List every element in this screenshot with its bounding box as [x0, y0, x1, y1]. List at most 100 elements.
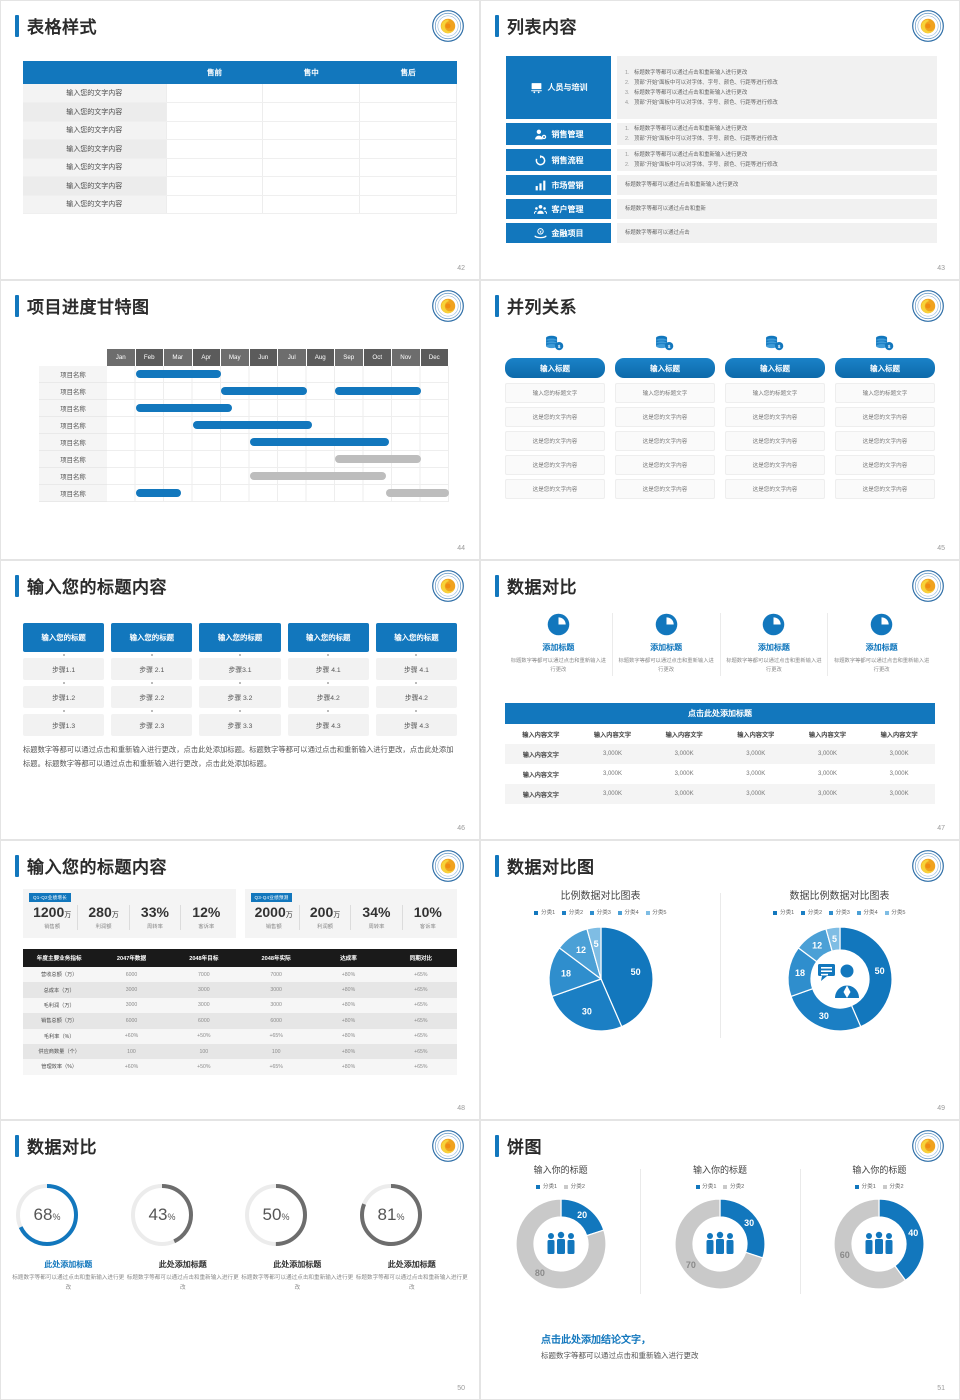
- table-row[interactable]: 管理效率（%） +60% +50% +65% +80% +65%: [23, 1059, 457, 1075]
- step-box[interactable]: 步骤 2.3: [111, 714, 193, 736]
- slide-48[interactable]: 输入您的标题内容 Q1-Q2业绩增长 1200万 销售额 280万 利润额 33…: [0, 840, 480, 1120]
- progress-ring[interactable]: 50%: [240, 1179, 312, 1251]
- column-cell[interactable]: 输入您的标题文字: [615, 383, 715, 403]
- column-cell[interactable]: 输入您的标题文字: [835, 383, 935, 403]
- step-box[interactable]: 步骤3.1: [199, 658, 281, 680]
- category-4[interactable]: 客户管理: [506, 199, 611, 219]
- category-3[interactable]: 市场营销: [506, 175, 611, 195]
- slide-50[interactable]: 数据对比 68% 此处添加标题 标题数字等都可以通过点击和重新输入进行更改 43…: [0, 1120, 480, 1400]
- table-row[interactable]: 总成本（万） 3000 3000 3000 +80% +65%: [23, 982, 457, 998]
- step-box[interactable]: 步骤 4.3: [287, 714, 369, 736]
- step-box[interactable]: 步骤4.2: [287, 686, 369, 708]
- column-cell[interactable]: 这是您的文字内容: [835, 455, 935, 475]
- pie-slice[interactable]: [878, 1198, 925, 1282]
- column-cell[interactable]: 这是您的文字内容: [505, 455, 605, 475]
- category-0[interactable]: 人员与培训: [506, 56, 611, 119]
- table-row[interactable]: 输入您的文字内容: [23, 102, 457, 122]
- gantt-bar[interactable]: [135, 489, 182, 497]
- progress-ring[interactable]: 81%: [355, 1179, 427, 1251]
- column-cell[interactable]: 这是您的文字内容: [835, 431, 935, 451]
- pie-slice[interactable]: [585, 926, 602, 980]
- table-row[interactable]: 输入内容文字 3,000K 3,000K 3,000K 3,000K 3,000K: [505, 744, 935, 764]
- pie-slice[interactable]: [838, 926, 893, 1028]
- table-row[interactable]: 供应商数量（个） 100 100 100 +80% +65%: [23, 1043, 457, 1060]
- step-column-title[interactable]: 输入您的标题: [375, 623, 458, 652]
- slide-45[interactable]: 并列关系 $ 输入标题 输入您的标题文字 这是您的文字内容 这是您的文字内容 这是您的…: [480, 280, 960, 560]
- table-row[interactable]: 销售总额（万） 6000 6000 6000 +80% +65%: [23, 1013, 457, 1029]
- pie-slice[interactable]: [547, 947, 602, 998]
- column-cell[interactable]: 这是您的文字内容: [725, 407, 825, 427]
- table-row[interactable]: 输入您的文字内容: [23, 139, 457, 159]
- pie-slice[interactable]: [824, 926, 841, 952]
- pie-slice[interactable]: [550, 978, 623, 1032]
- table-row[interactable]: 输入内容文字 3,000K 3,000K 3,000K 3,000K 3,000K: [505, 784, 935, 804]
- progress-ring[interactable]: 68%: [11, 1179, 83, 1251]
- slide-49[interactable]: 数据对比图 比例数据对比图表 分类1 分类2 分类3 分类4 分类5 50 30 18 12 5…: [480, 840, 960, 1120]
- gantt-bar[interactable]: [135, 404, 233, 412]
- column-title[interactable]: 输入标题: [835, 358, 935, 378]
- gantt-bar[interactable]: [135, 370, 221, 378]
- progress-ring[interactable]: 43%: [126, 1179, 198, 1251]
- step-box[interactable]: 步骤 4.1: [287, 658, 369, 680]
- pie-slice[interactable]: [833, 1198, 907, 1290]
- stat-card-2[interactable]: 添加标题 标题数字等都可以通过点击和重新输入进行更改: [721, 613, 829, 676]
- pie-slice[interactable]: [674, 1198, 764, 1290]
- table-row[interactable]: 营收总额（万） 6000 7000 7000 +80% +65%: [23, 967, 457, 983]
- step-box[interactable]: 步骤1.1: [23, 658, 105, 680]
- step-column-title[interactable]: 输入您的标题: [199, 623, 281, 652]
- step-box[interactable]: 步骤1.2: [23, 686, 105, 708]
- gantt-bar[interactable]: [221, 387, 307, 395]
- column-cell[interactable]: 这是您的文字内容: [615, 479, 715, 499]
- table-row[interactable]: 毛利润（万） 3000 3000 3000 +80% +65%: [23, 997, 457, 1014]
- stat-card-3[interactable]: 添加标题 标题数字等都可以通过点击和重新输入进行更改: [828, 613, 935, 676]
- gantt-bar[interactable]: [386, 489, 449, 497]
- step-column-title[interactable]: 输入您的标题: [23, 623, 105, 652]
- pie-chart[interactable]: 50 30 18 12 5: [542, 920, 660, 1038]
- table-row[interactable]: 输入您的文字内容: [23, 176, 457, 196]
- step-box[interactable]: 步骤 4.3: [375, 714, 458, 736]
- column-cell[interactable]: 这是您的文字内容: [835, 479, 935, 499]
- column-cell[interactable]: 这是您的文字内容: [615, 455, 715, 475]
- column-cell[interactable]: 这是您的文字内容: [505, 479, 605, 499]
- column-cell[interactable]: 输入您的标题文字: [505, 383, 605, 403]
- column-cell[interactable]: 这是您的文字内容: [505, 431, 605, 451]
- column-cell[interactable]: 这是您的文字内容: [725, 455, 825, 475]
- column-cell[interactable]: 输入您的标题文字: [725, 383, 825, 403]
- category-2[interactable]: 销售流程: [506, 149, 611, 171]
- table-row[interactable]: 毛利率（%） +60% +50% +65% +80% +65%: [23, 1028, 457, 1044]
- slide-43[interactable]: 列表内容 人员与培训 销售管理 销售流程 市场营销 客户管理 ¥ 金融项目 1. 标…: [480, 0, 960, 280]
- gantt-bar[interactable]: [192, 421, 313, 429]
- column-cell[interactable]: 这是您的文字内容: [725, 431, 825, 451]
- slide-51[interactable]: 饼图 输入你的标题 分类1 分类2 20 80 输入你的标题 分类1 分类2 30 70…: [480, 1120, 960, 1400]
- table-row[interactable]: 输入您的文字内容: [23, 195, 457, 214]
- gantt-bar[interactable]: [335, 455, 421, 463]
- pie-slice[interactable]: [599, 926, 654, 1028]
- table-row[interactable]: 输入您的文字内容: [23, 121, 457, 140]
- pie-chart[interactable]: 30 70: [670, 1194, 770, 1294]
- step-box[interactable]: 步骤4.2: [375, 686, 458, 708]
- category-1[interactable]: 销售管理: [506, 123, 611, 145]
- pie-chart[interactable]: 40 60: [829, 1194, 929, 1294]
- slide-47[interactable]: 数据对比 添加标题 标题数字等都可以通过点击和重新输入进行更改 添加标题 标题数…: [480, 560, 960, 840]
- stat-card-0[interactable]: 添加标题 标题数字等都可以通过点击和重新输入进行更改: [505, 613, 613, 676]
- slide-44[interactable]: 项目进度甘特图 Jan Feb Mar Apr May Jun Jul Aug Sep Oct No…: [0, 280, 480, 560]
- step-box[interactable]: 步骤1.3: [23, 714, 105, 736]
- column-cell[interactable]: 这是您的文字内容: [725, 479, 825, 499]
- category-5[interactable]: ¥ 金融项目: [506, 223, 611, 243]
- column-title[interactable]: 输入标题: [615, 358, 715, 378]
- table-title[interactable]: 点击此处添加标题: [505, 703, 935, 724]
- step-box[interactable]: 步骤 2.1: [111, 658, 193, 680]
- column-title[interactable]: 输入标题: [505, 358, 605, 378]
- step-box[interactable]: 步骤 3.2: [199, 686, 281, 708]
- slide-46[interactable]: 输入您的标题内容 输入您的标题 步骤1.1 步骤1.2 步骤1.3 输入您的标题…: [0, 560, 480, 840]
- step-column-title[interactable]: 输入您的标题: [111, 623, 193, 652]
- column-cell[interactable]: 这是您的文字内容: [615, 407, 715, 427]
- step-box[interactable]: 步骤 2.2: [111, 686, 193, 708]
- column-cell[interactable]: 这是您的文字内容: [835, 407, 935, 427]
- table-row[interactable]: 输入您的文字内容: [23, 158, 457, 177]
- pie-chart[interactable]: 50 30 18 12 5: [781, 920, 899, 1038]
- table-row[interactable]: 输入您的文字内容: [23, 84, 457, 103]
- column-title[interactable]: 输入标题: [725, 358, 825, 378]
- pie-slice[interactable]: [515, 1198, 607, 1290]
